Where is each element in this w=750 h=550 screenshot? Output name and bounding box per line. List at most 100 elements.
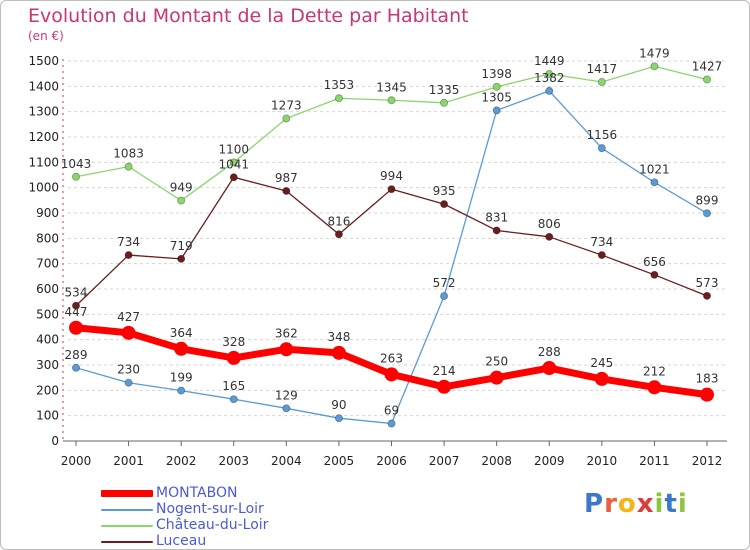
data-point [703, 291, 712, 300]
data-label: 1273 [271, 99, 302, 113]
y-tick-label: 900 [36, 206, 59, 220]
data-label: 734 [117, 235, 140, 249]
data-label: 245 [590, 356, 613, 370]
legend-label: Luceau [156, 533, 207, 549]
logo-letter: o [617, 489, 637, 519]
data-label: 1156 [587, 128, 618, 142]
data-point [226, 350, 241, 365]
data-point [594, 371, 609, 386]
data-label: 899 [696, 193, 719, 207]
unit-label: (en €) [28, 29, 64, 43]
chart-title: Evolution du Montant de la Dette par Hab… [28, 5, 469, 27]
legend-label: Château-du-Loir [156, 517, 269, 533]
data-point [597, 251, 606, 260]
data-label: 1353 [324, 78, 355, 92]
data-point [489, 370, 504, 385]
y-tick-label: 800 [36, 231, 59, 245]
data-point [72, 172, 81, 181]
legend-swatch [101, 490, 153, 497]
data-point [647, 380, 662, 395]
y-tick-label: 1400 [28, 79, 59, 93]
data-label: 994 [380, 169, 403, 183]
logo-letter: i [654, 489, 665, 519]
data-label: 230 [117, 363, 140, 377]
data-point [492, 106, 501, 115]
data-point [440, 98, 449, 107]
x-tick-label: 2006 [376, 454, 407, 468]
data-point [72, 301, 81, 310]
data-point [387, 419, 396, 428]
x-tick-label: 2007 [429, 454, 460, 468]
data-point [387, 185, 396, 194]
y-tick-label: 600 [36, 282, 59, 296]
data-point [124, 378, 133, 387]
data-label: 362 [275, 326, 298, 340]
proxiti-logo: Proxiti [584, 489, 688, 519]
data-point [334, 414, 343, 423]
x-tick-label: 2011 [639, 454, 670, 468]
data-label: 364 [170, 326, 193, 340]
data-label: 328 [222, 335, 245, 349]
data-point [229, 158, 238, 167]
data-point [69, 320, 83, 335]
data-point [229, 395, 238, 404]
y-tick-label: 400 [36, 333, 59, 347]
y-tick-label: 1000 [28, 181, 59, 195]
data-label: 534 [65, 286, 88, 300]
data-point [492, 226, 501, 235]
data-label: 1449 [534, 54, 565, 68]
data-label: 263 [380, 351, 403, 365]
data-label: 165 [222, 379, 245, 393]
data-point [440, 200, 449, 209]
data-label: 935 [433, 184, 456, 198]
legend-label: MONTABON [156, 485, 238, 501]
data-label: 573 [696, 276, 719, 290]
logo-letter: i [677, 489, 688, 519]
data-label: 1041 [218, 157, 249, 171]
y-tick-label: 1200 [28, 130, 59, 144]
data-label: 806 [538, 217, 561, 231]
x-tick-label: 2000 [61, 454, 92, 468]
data-point [229, 173, 238, 182]
data-label: 1398 [481, 67, 512, 81]
axes: 0 100 200 300 400 500 600 700 800 900 1000 1100 1200… [28, 54, 727, 468]
data-label: 1417 [587, 62, 618, 76]
data-label: 1479 [639, 46, 670, 60]
data-point [124, 251, 133, 260]
data-point [177, 386, 186, 395]
data-point [440, 292, 449, 301]
data-label: 212 [643, 364, 666, 378]
x-tick-label: 2001 [113, 454, 144, 468]
data-label: 1083 [113, 147, 144, 161]
y-tick-label: 0 [51, 434, 59, 448]
data-label: 1100 [218, 142, 249, 156]
data-point [174, 341, 189, 356]
legend-swatch [101, 541, 153, 543]
legend-swatch [101, 525, 153, 527]
data-point [72, 363, 81, 372]
data-point [282, 114, 291, 123]
logo-letter: t [664, 489, 678, 519]
series [69, 62, 714, 428]
y-tick-label: 1300 [28, 105, 59, 119]
y-tick-label: 1500 [28, 54, 59, 68]
x-tick-label: 2003 [218, 454, 249, 468]
data-point [545, 69, 554, 78]
y-tick-label: 500 [36, 307, 59, 321]
data-point [384, 367, 399, 382]
data-label: 816 [327, 214, 350, 228]
data-point [597, 78, 606, 87]
data-label: 1382 [534, 71, 565, 85]
data-label: 831 [485, 210, 508, 224]
data-point [703, 209, 712, 218]
x-tick-label: 2012 [692, 454, 723, 468]
data-label: 1345 [376, 80, 407, 94]
x-tick-label: 2005 [324, 454, 355, 468]
y-tick-label: 100 [36, 409, 59, 423]
data-label: 1305 [481, 90, 512, 104]
data-point [650, 270, 659, 279]
y-tick-label: 700 [36, 257, 59, 271]
data-label: 1335 [429, 83, 460, 97]
